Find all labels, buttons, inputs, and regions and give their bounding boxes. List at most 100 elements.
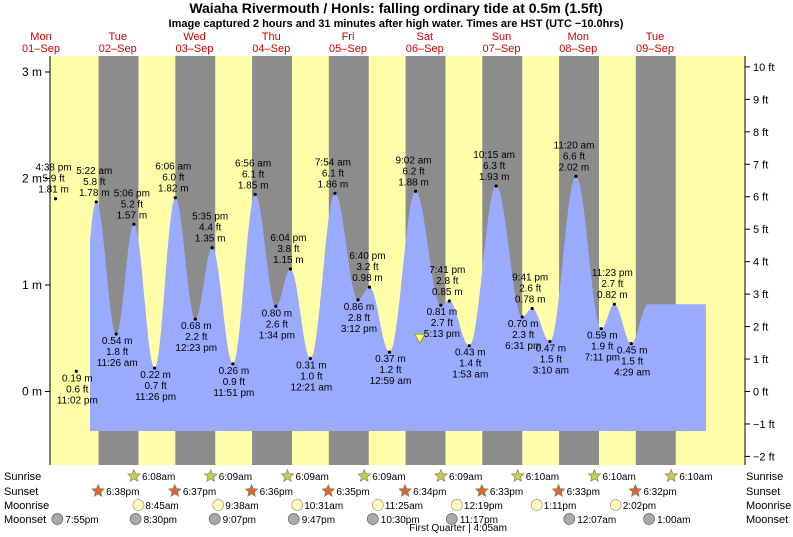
row-label-left: Moonset	[4, 514, 46, 526]
tide-m: 0.81 m	[427, 307, 458, 318]
tide-ft: 2.8 ft	[436, 276, 458, 287]
sunrise-icon	[203, 468, 218, 482]
moonset-time: 8:30pm	[144, 515, 177, 526]
tide-point	[288, 267, 293, 271]
sunrise-icon	[280, 468, 295, 482]
date-label: 03–Sep	[176, 43, 214, 55]
date-label: 04–Sep	[252, 43, 290, 55]
tide-ft: 1.5 ft	[540, 354, 562, 365]
tide-point	[308, 356, 312, 361]
tide-point	[520, 315, 524, 319]
tide-ft: 2.3 ft	[512, 330, 534, 341]
right-tick-label: −1 ft	[753, 419, 775, 431]
tide-point	[356, 298, 360, 302]
tide-ft: 6.1 ft	[322, 168, 344, 179]
tide-m: 1.35 m	[195, 234, 226, 245]
tide-time: 12:59 am	[370, 376, 412, 387]
moonrise-time: 11:25am	[385, 501, 423, 512]
sunset-icon	[628, 483, 643, 497]
tide-point	[447, 299, 451, 303]
right-tick-label: 8 ft	[753, 127, 768, 139]
tide-point	[629, 341, 633, 346]
date-label: 08–Sep	[559, 43, 597, 55]
sunrise-icon	[357, 468, 372, 482]
moonset-time: 9:07pm	[223, 515, 256, 526]
right-tick-label: 3 ft	[753, 289, 768, 301]
tide-m: 0.47 m	[536, 343, 567, 354]
moonrise-icon	[609, 499, 622, 511]
tide-ft: 2.6 ft	[519, 283, 541, 294]
tide-ft: 1.0 ft	[300, 371, 322, 382]
tide-m: 1.86 m	[318, 179, 349, 190]
tide-m: 0.54 m	[102, 336, 133, 347]
sunset-icon	[321, 483, 336, 497]
tide-ft: 2.7 ft	[601, 279, 623, 290]
tide-point	[413, 189, 418, 193]
moonrise-icon	[212, 499, 225, 511]
tide-ft: 5.8 ft	[83, 177, 105, 188]
tide-point	[439, 303, 443, 307]
plot-area	[50, 56, 745, 465]
tide-m: 0.22 m	[140, 370, 171, 381]
tide-m: 0.45 m	[617, 346, 648, 357]
left-tick-label: 0 m	[22, 385, 42, 399]
tide-point	[53, 197, 58, 201]
tide-point	[94, 200, 98, 204]
moonset-time: 1:00am	[657, 515, 690, 526]
tide-point	[599, 327, 603, 331]
moonset-icon	[287, 513, 300, 525]
tide-m: 1.88 m	[398, 177, 429, 188]
tide-point	[193, 317, 197, 321]
tide-time: 11:26 am	[97, 358, 138, 369]
tide-time: 1:34 pm	[259, 330, 295, 341]
sunset-time: 6:37pm	[183, 487, 216, 498]
tide-ft: 5.9 ft	[42, 174, 64, 185]
tide-time: 10:15 am	[473, 150, 515, 161]
date-label: 05–Sep	[329, 43, 367, 55]
moonset-time: 7:55pm	[65, 515, 98, 526]
sunset-time: 6:32pm	[643, 487, 676, 498]
tide-m: 1.93 m	[479, 172, 510, 183]
moonset-icon	[445, 513, 458, 525]
tide-ft: 2.7 ft	[431, 318, 453, 329]
row-label-right: Moonset	[746, 514, 788, 526]
moonrise-time: 9:38am	[225, 501, 258, 512]
tide-point	[333, 191, 337, 196]
tide-time: 11:51 pm	[213, 388, 254, 399]
tide-ft: 0.9 ft	[223, 377, 245, 388]
axes: 3 m 2 m 1 m 0 m 10 ft 9 ft 8 ft 7 ft 6 ft 5 ft 4 f…	[22, 56, 775, 465]
moonrise-icon	[132, 499, 145, 511]
day-label: Mon	[30, 31, 51, 43]
tide-m: 0.26 m	[219, 366, 250, 377]
sunset-icon	[551, 483, 566, 497]
day-label: Tue	[108, 31, 127, 43]
sunrise-icon	[127, 468, 141, 482]
day-label: Sun	[492, 31, 512, 43]
tide-ft: 1.4 ft	[459, 359, 481, 370]
tide-time: 9:02 am	[395, 155, 431, 166]
tide-point	[467, 344, 471, 348]
chart-subtitle: Image captured 2 hours and 31 minutes af…	[169, 18, 624, 30]
sunset-time: 6:33pm	[567, 487, 600, 498]
day-label: Sat	[416, 31, 433, 43]
tide-ft: 6.3 ft	[483, 161, 505, 172]
right-tick-label: −2 ft	[753, 451, 775, 463]
tide-time: 5:13 pm	[424, 329, 460, 340]
sunrise-time: 6:09am	[219, 472, 252, 483]
tide-point	[548, 339, 552, 344]
date-label: 07–Sep	[483, 43, 521, 55]
row-label-left: Moonrise	[4, 500, 49, 512]
tide-time: 7:11 pm	[585, 353, 620, 364]
sunrise-time: 6:10am	[602, 472, 635, 483]
tide-point	[387, 350, 392, 354]
tide-time: 6:31 pm	[505, 341, 541, 352]
tide-time: 1:53 am	[452, 370, 488, 381]
row-label-right: Moonrise	[746, 500, 791, 512]
right-tick-label: 5 ft	[753, 224, 768, 236]
moonrise-time: 12:19pm	[464, 501, 503, 512]
sunrise-time: 6:08am	[142, 472, 175, 483]
tide-m: 0.43 m	[455, 348, 486, 359]
tide-time: 7:41 pm	[429, 265, 465, 276]
tide-m: 1.81 m	[38, 185, 69, 196]
tide-point	[152, 366, 157, 370]
